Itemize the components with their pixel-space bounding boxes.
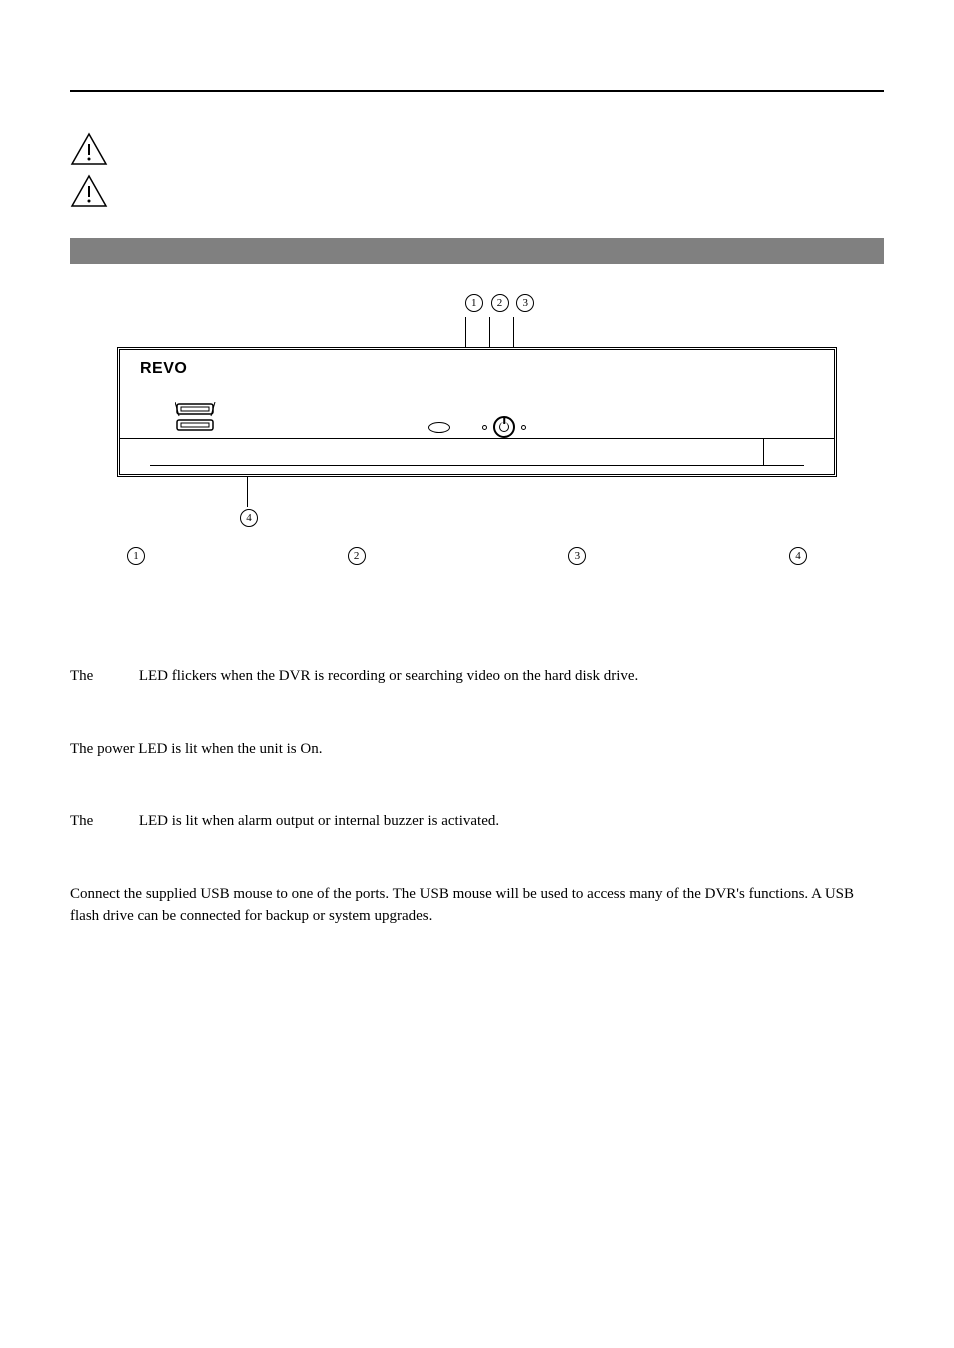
p1-rest: LED flickers when the DVR is recording o… [139,668,638,684]
power-button [493,416,515,438]
callout-line-2 [489,317,490,347]
device-right-divider [763,439,764,466]
callout-line-1 [465,317,466,347]
paragraph-2: The power LED is lit when the unit is On… [70,738,884,761]
warning-icon [70,132,108,166]
device-divider [120,438,834,439]
p3-prefix: The [70,813,93,829]
paragraph-1: The LED flickers when the DVR is recordi… [70,665,884,688]
label-4: 4 [789,547,807,565]
device-logo: REVO [140,360,187,378]
device-base-line [150,465,804,466]
callout-line-4 [247,477,248,507]
labels-row: 1 2 3 4 [117,547,837,565]
header-rule [70,90,884,92]
device-diagram: 1 2 3 REVO [117,294,837,565]
paragraph-3: The LED is lit when alarm output or inte… [70,810,884,833]
center-controls [428,416,526,438]
callout-4: 4 [240,509,258,527]
label-1: 1 [127,547,145,565]
warning-icons-group [70,132,884,208]
label-2: 2 [348,547,366,565]
label-3: 3 [568,547,586,565]
warning-icon [70,174,108,208]
p3-rest: LED is lit when alarm output or internal… [139,813,499,829]
oval-button [428,422,450,433]
device-frame: REVO [117,347,837,477]
usb-port [175,402,217,434]
section-heading-bar [70,238,884,264]
paragraph-4: Connect the supplied USB mouse to one of… [70,883,884,928]
p1-prefix: The [70,668,93,684]
callout-3: 3 [516,294,534,312]
led-1 [482,425,487,430]
callout-1: 1 [465,294,483,312]
body-text: The LED flickers when the DVR is recordi… [70,665,884,928]
callout-line-3 [513,317,514,347]
led-2 [521,425,526,430]
callout-2: 2 [491,294,509,312]
